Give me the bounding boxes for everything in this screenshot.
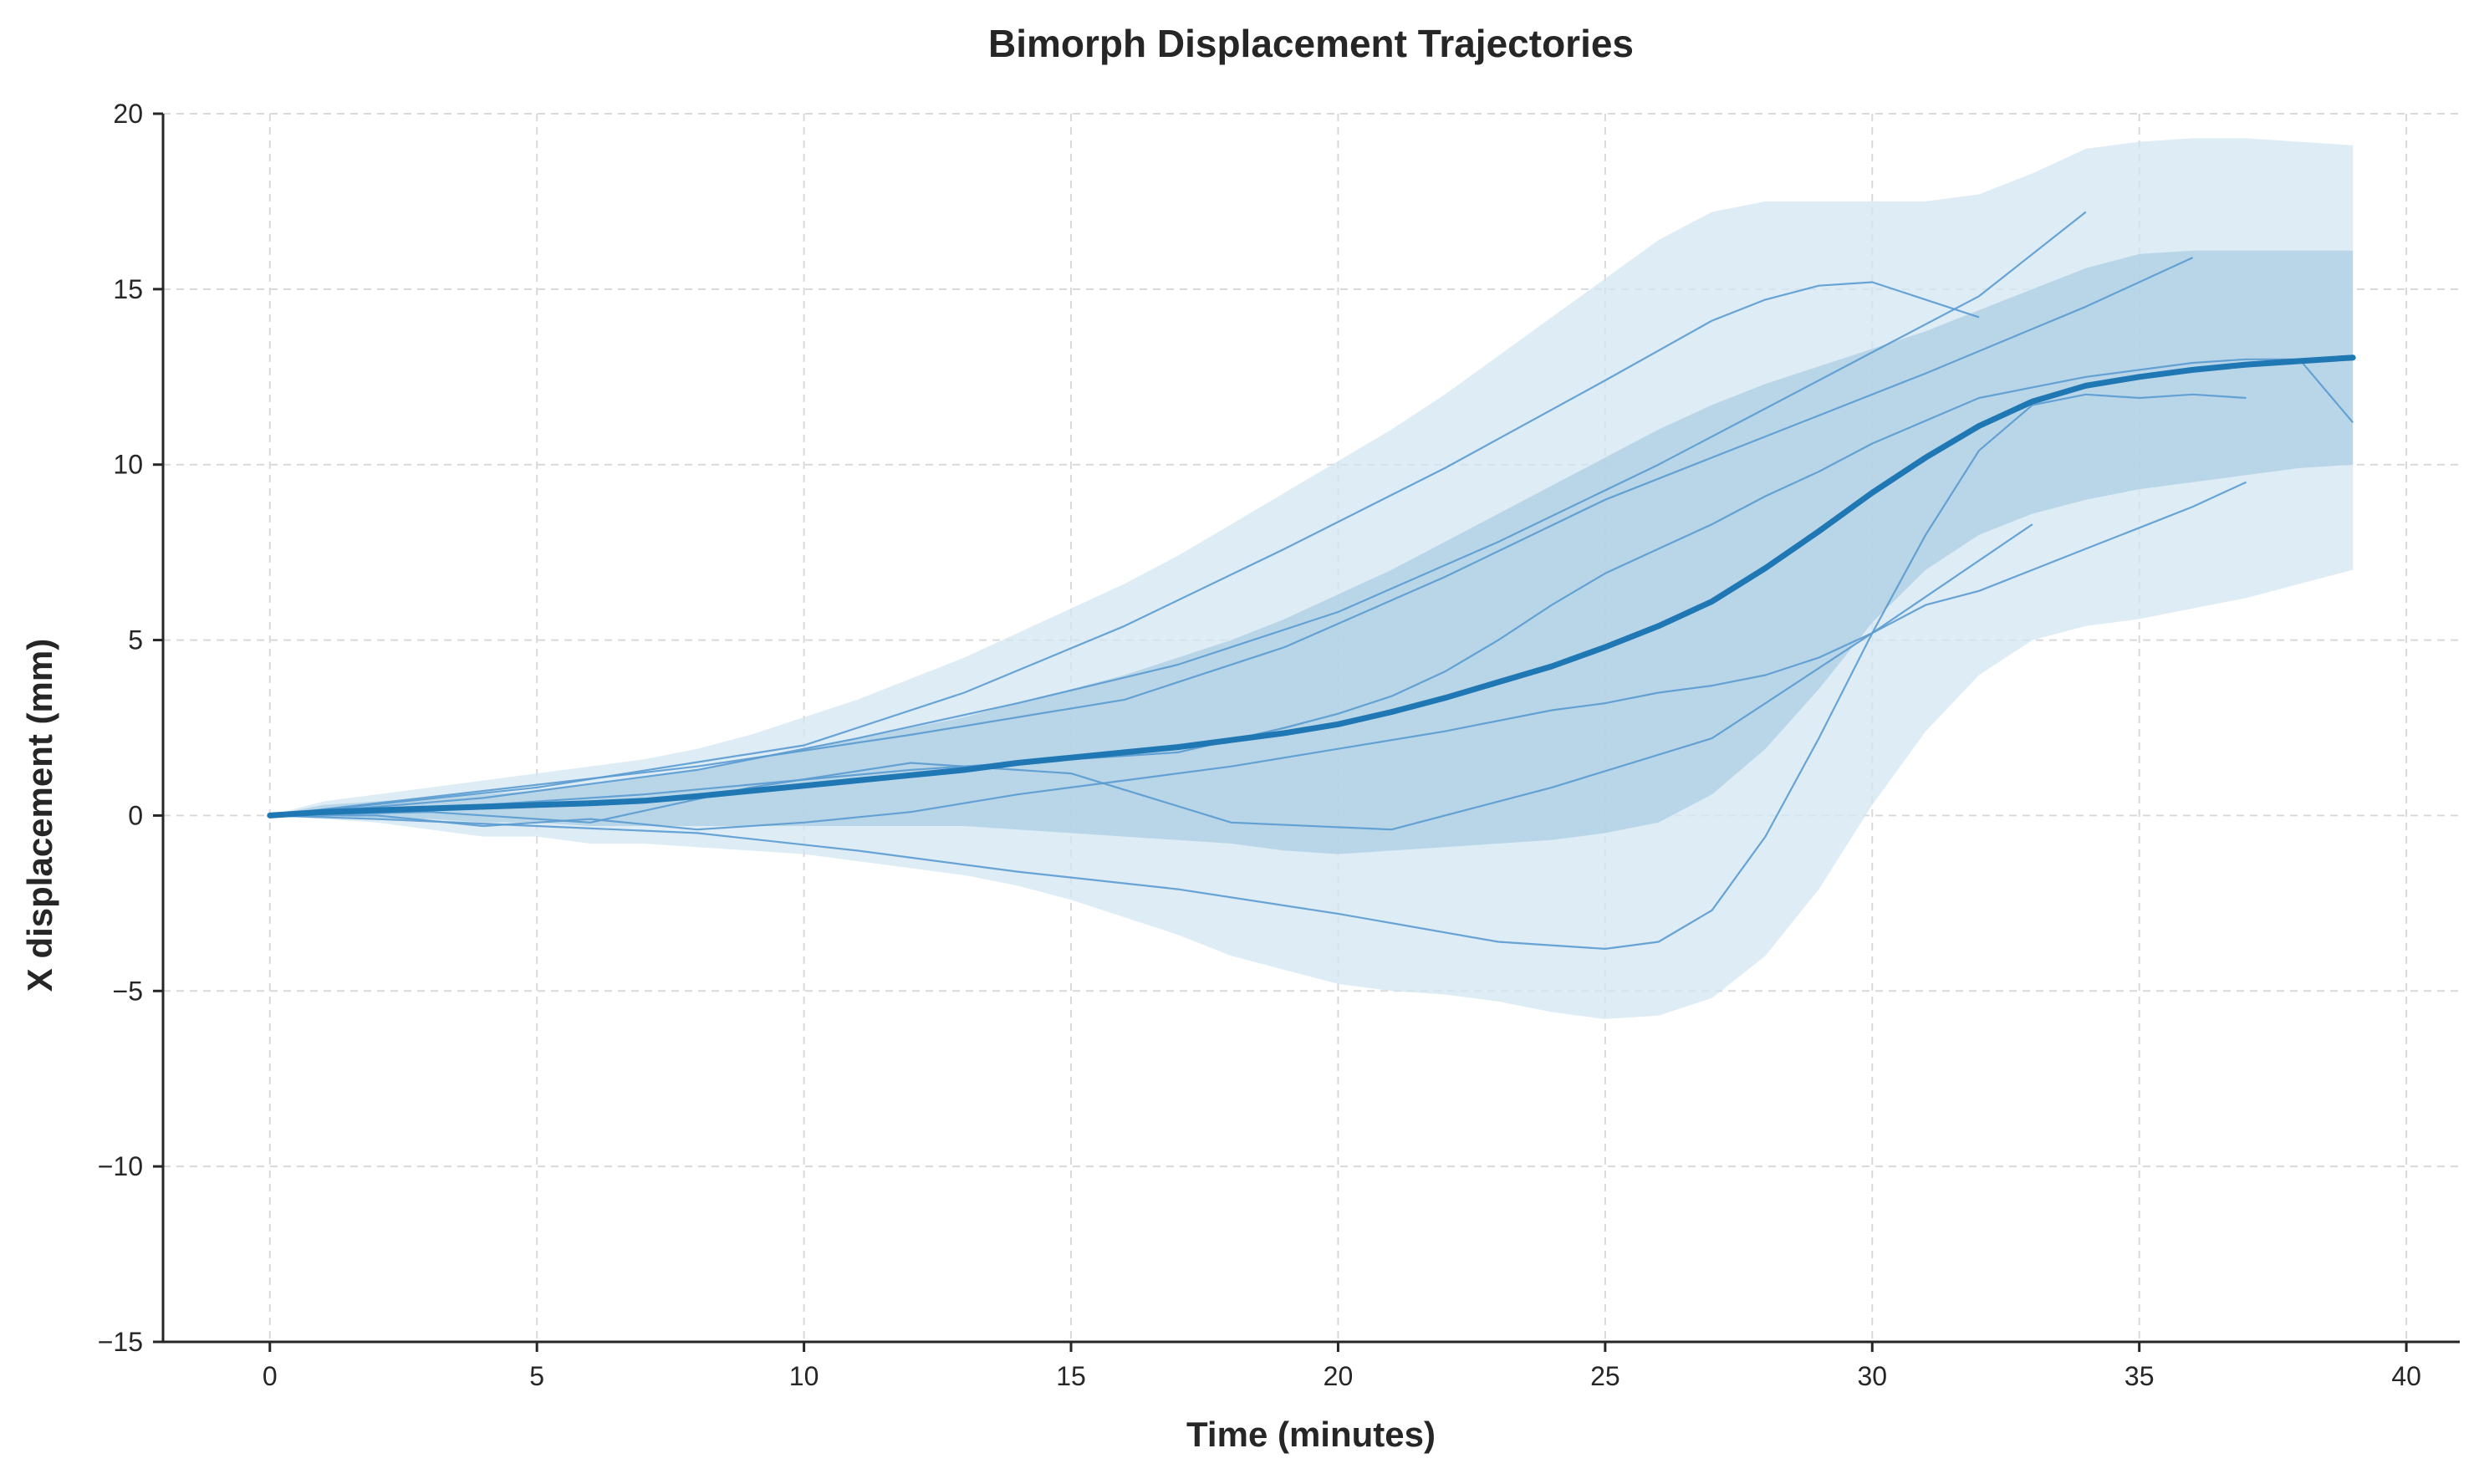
x-tick-label: 25 (1590, 1361, 1620, 1391)
x-tick-label: 10 (789, 1361, 819, 1391)
y-tick-label: −10 (98, 1151, 143, 1181)
y-axis-label: X displacement (mm) (20, 639, 59, 992)
x-tick-label: 0 (263, 1361, 278, 1391)
axes (161, 114, 2460, 1344)
x-tick-label: 40 (2391, 1361, 2421, 1391)
y-tick-label: −5 (113, 976, 143, 1006)
x-tick-label: 35 (2124, 1361, 2155, 1391)
y-tick-label: 10 (113, 450, 143, 480)
trajectories (269, 211, 2354, 950)
chart-title: Bimorph Displacement Trajectories (988, 22, 1634, 65)
confidence-bands (269, 138, 2354, 1019)
y-tick-label: 0 (128, 800, 143, 830)
trajectory-line (269, 257, 2194, 817)
y-tick-label: 15 (113, 274, 143, 304)
x-tick-label: 30 (1857, 1361, 1887, 1391)
trajectory-line (269, 481, 2247, 831)
y-tick-label: 20 (113, 99, 143, 129)
x-tick-label: 5 (529, 1361, 544, 1391)
ticks: 0 5 10 15 20 25 30 35 40 −15 −10 −5 0 5 10 15 20 (98, 99, 2421, 1391)
x-axis-label: Time (minutes) (1186, 1415, 1436, 1454)
y-tick-label: −15 (98, 1327, 143, 1357)
x-tick-label: 15 (1056, 1361, 1086, 1391)
trajectory-line (269, 393, 2247, 950)
trajectory-line (269, 281, 1980, 817)
mean-line (267, 354, 2356, 818)
mean-trajectory (267, 354, 2356, 818)
x-tick-label: 20 (1324, 1361, 1354, 1391)
trajectory-line (269, 211, 2087, 817)
y-tick-label: 5 (128, 625, 143, 655)
inner-band (269, 250, 2354, 854)
